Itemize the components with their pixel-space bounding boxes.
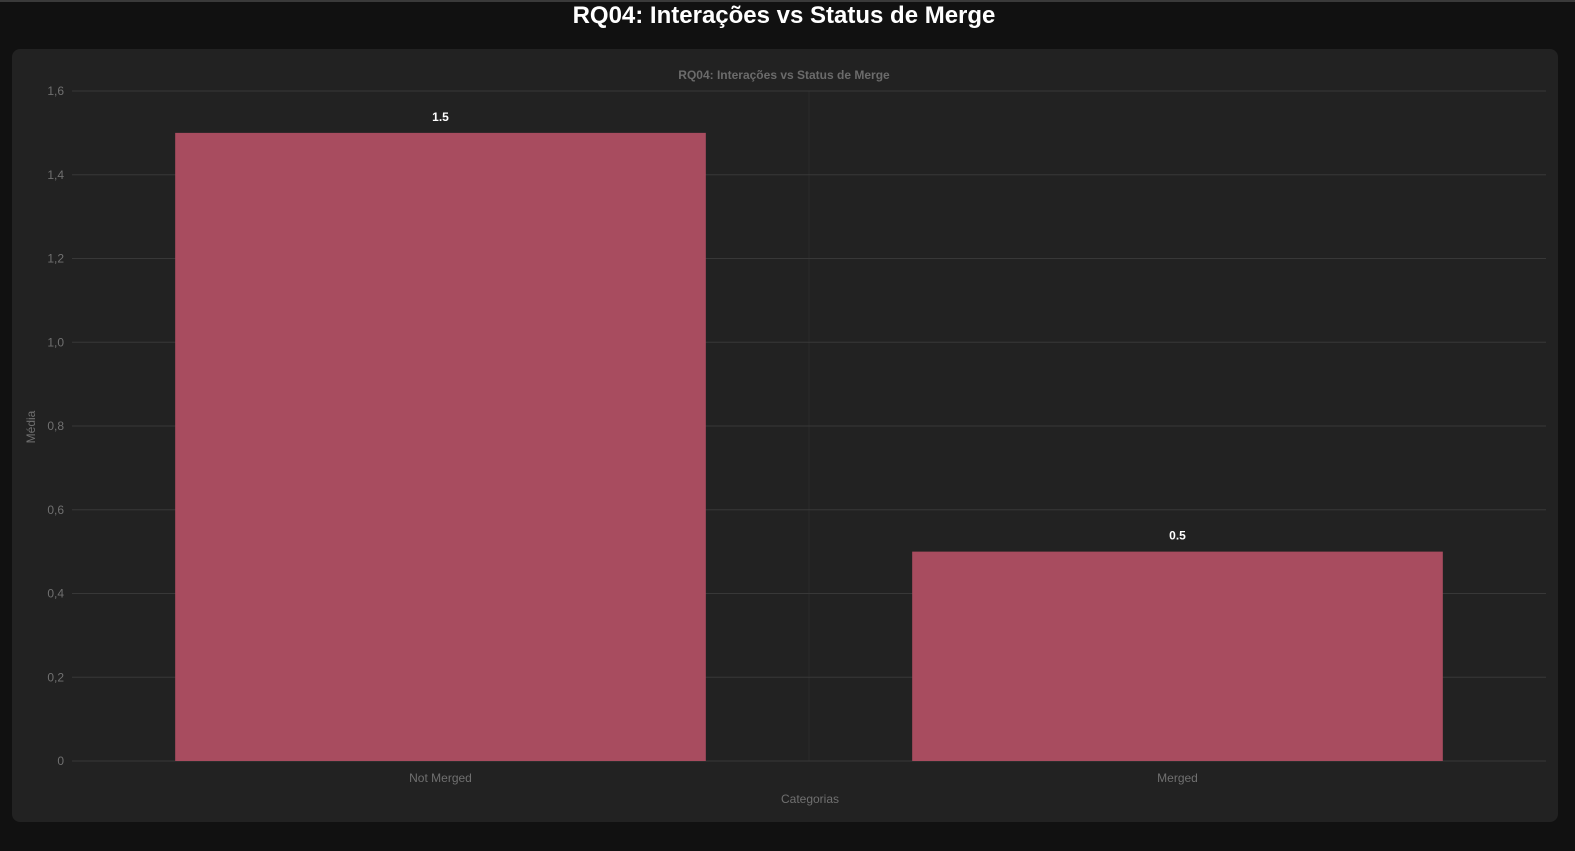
y-tick-label: 0 (57, 754, 64, 768)
label-layer: 0 0,2 0,4 0,6 0,8 1,0 1,2 1,4 1,6 1.5 Not Merged 0.… (47, 84, 1198, 785)
x-tick-label: Merged (1157, 771, 1198, 785)
bar-value-label: 1.5 (432, 110, 449, 124)
y-tick-label: 1,0 (47, 335, 64, 349)
window-top-border (0, 0, 1575, 2)
y-tick-label: 0,8 (47, 419, 64, 433)
chart-title: RQ04: Interações vs Status de Merge (678, 68, 890, 82)
page-title: RQ04: Interações vs Status de Merge (572, 2, 996, 29)
bar-layer (175, 132, 1443, 761)
chart-card: RQ04: Interações vs Status de Merge 0 0,2… (12, 49, 1558, 822)
x-axis-label: Categorias (781, 792, 839, 806)
bar-value-label: 0.5 (1169, 529, 1186, 543)
y-tick-label: 1,2 (47, 252, 64, 266)
bar-merged[interactable] (912, 551, 1443, 761)
x-tick-label: Not Merged (409, 771, 472, 785)
y-tick-label: 0,4 (47, 587, 64, 601)
y-tick-label: 0,6 (47, 503, 64, 517)
y-tick-label: 1,4 (47, 168, 64, 182)
y-tick-label: 1,6 (47, 84, 64, 98)
bar-not-merged[interactable] (175, 132, 706, 761)
bar-chart: RQ04: Interações vs Status de Merge 0 0,2… (24, 68, 1546, 806)
y-axis-label: Média (24, 410, 38, 443)
y-tick-label: 0,2 (47, 670, 64, 684)
